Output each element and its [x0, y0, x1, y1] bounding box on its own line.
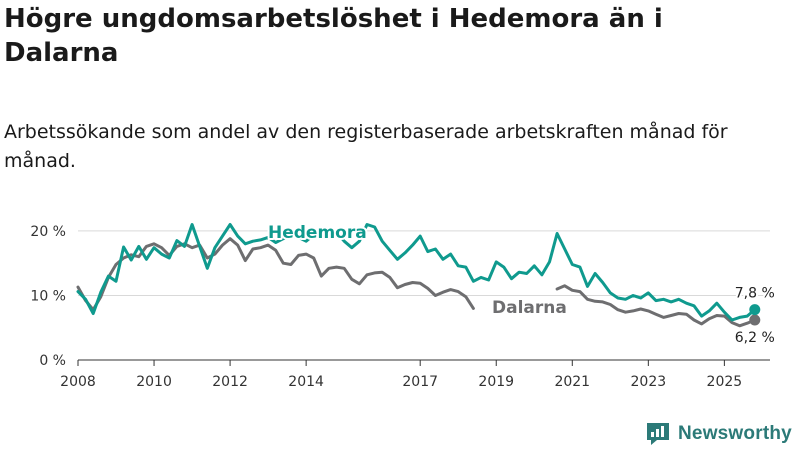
hedemora-end-point [749, 304, 761, 316]
x-tick-label: 2010 [136, 374, 172, 390]
x-tick-label: 2014 [288, 374, 324, 390]
newsworthy-icon [647, 423, 669, 445]
y-tick-label: 20 % [30, 224, 66, 240]
dalarna-series-label: Dalarna [492, 298, 567, 318]
dalarna-line-continued [555, 284, 757, 328]
brand-name: Newsworthy [678, 423, 792, 444]
hedemora-series-label: Hedemora [268, 223, 367, 243]
x-tick-label: 2025 [707, 374, 743, 390]
brand-logo: Newsworthy [645, 421, 792, 447]
hedemora-end-label: 7,8 % [735, 286, 775, 302]
hedemora-line [76, 223, 757, 322]
x-tick-label: 2021 [554, 374, 590, 390]
dalarna-end-label: 6,2 % [735, 330, 775, 346]
x-tick-label: 2019 [478, 374, 514, 390]
x-tick-label: 2008 [60, 374, 96, 390]
x-tick-label: 2012 [212, 374, 248, 390]
chart-subtitle: Arbetssökande som andel av den registerb… [4, 121, 728, 172]
line-layer [76, 223, 761, 328]
label-layer: Hedemora Dalarna 7,8 % 6,2 % [266, 221, 777, 348]
dalarna-end-point [749, 314, 761, 326]
x-tick-label: 2017 [402, 374, 438, 390]
chart-title: Högre ungdomsarbetslöshet i Hedemora än … [4, 4, 663, 68]
x-tick-label: 2023 [631, 374, 667, 390]
y-tick-label: 10 % [30, 288, 66, 304]
dalarna-line [76, 237, 475, 312]
y-tick-label: 0 % [39, 353, 66, 369]
axis-layer: 0 % 10 % 20 % 2008 2010 2012 2014 2017 2019 2021 2… [30, 224, 770, 390]
